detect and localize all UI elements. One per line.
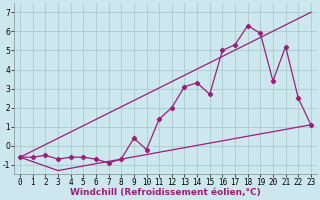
X-axis label: Windchill (Refroidissement éolien,°C): Windchill (Refroidissement éolien,°C)	[70, 188, 261, 197]
